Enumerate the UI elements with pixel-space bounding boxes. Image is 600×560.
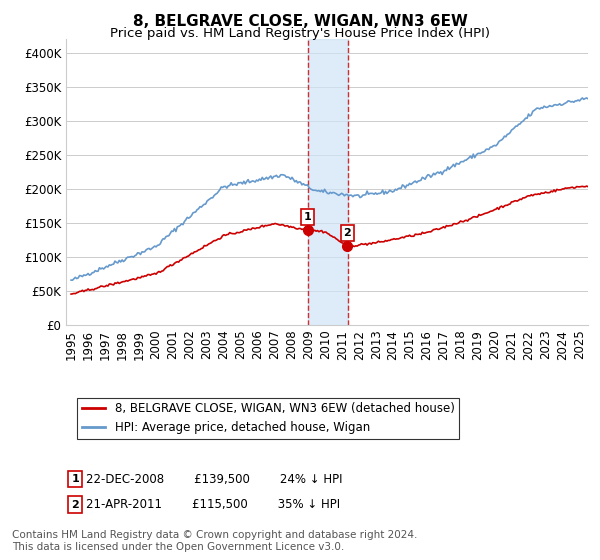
- Text: 2: 2: [343, 228, 351, 238]
- Legend: 8, BELGRAVE CLOSE, WIGAN, WN3 6EW (detached house), HPI: Average price, detached: 8, BELGRAVE CLOSE, WIGAN, WN3 6EW (detac…: [77, 398, 460, 439]
- Text: 22-DEC-2008        £139,500        24% ↓ HPI: 22-DEC-2008 £139,500 24% ↓ HPI: [71, 473, 343, 486]
- Text: Price paid vs. HM Land Registry's House Price Index (HPI): Price paid vs. HM Land Registry's House …: [110, 27, 490, 40]
- Bar: [308, 39, 347, 325]
- Text: 21-APR-2011        £115,500        35% ↓ HPI: 21-APR-2011 £115,500 35% ↓ HPI: [71, 498, 340, 511]
- Text: 8, BELGRAVE CLOSE, WIGAN, WN3 6EW: 8, BELGRAVE CLOSE, WIGAN, WN3 6EW: [133, 14, 467, 29]
- Text: 1: 1: [304, 212, 311, 222]
- Text: 1: 1: [71, 474, 79, 484]
- Text: 2: 2: [71, 500, 79, 510]
- Text: Contains HM Land Registry data © Crown copyright and database right 2024.
This d: Contains HM Land Registry data © Crown c…: [12, 530, 418, 552]
